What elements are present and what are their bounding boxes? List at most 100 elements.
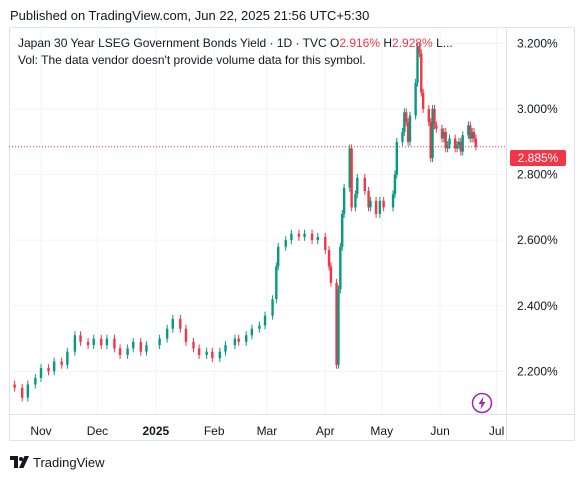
candle-body[interactable] (369, 200, 372, 208)
candle-body[interactable] (126, 348, 129, 355)
lightning-bolt-icon[interactable] (471, 392, 493, 414)
candle-body[interactable] (258, 325, 261, 329)
candle-body[interactable] (461, 135, 464, 152)
candle-body[interactable] (403, 112, 406, 132)
candle-body[interactable] (233, 338, 237, 346)
candle-body[interactable] (26, 384, 30, 398)
candle-body[interactable] (440, 128, 444, 139)
candle-body[interactable] (205, 351, 208, 355)
candle-body[interactable] (218, 351, 222, 359)
candle-body[interactable] (310, 233, 314, 241)
candle-body[interactable] (197, 348, 201, 355)
candle-body[interactable] (393, 174, 397, 195)
candle-body[interactable] (92, 338, 95, 346)
candle-body[interactable] (356, 177, 359, 195)
candle-body[interactable] (275, 266, 278, 300)
candle-body[interactable] (139, 341, 142, 352)
candle-body[interactable] (105, 338, 109, 346)
candle-body[interactable] (245, 335, 248, 342)
candle-body[interactable] (378, 200, 382, 214)
candlestick-chart[interactable]: 2.200% 2.400% 2.600% 2.800% 3.000% 3.200% Nov D… (9, 27, 575, 441)
candle-body[interactable] (350, 148, 353, 208)
candle-body[interactable] (20, 387, 24, 398)
candle-body[interactable] (52, 361, 56, 372)
candle-body[interactable] (86, 341, 90, 346)
candle-body[interactable] (66, 351, 69, 365)
candle-body[interactable] (406, 122, 410, 142)
candle-body[interactable] (455, 145, 459, 149)
candle-body[interactable] (192, 341, 195, 349)
candle-body[interactable] (179, 318, 182, 329)
candle-body[interactable] (382, 200, 385, 208)
candle-body[interactable] (250, 328, 254, 336)
candle-body[interactable] (414, 82, 417, 116)
candle-body[interactable] (47, 368, 50, 372)
candle-body[interactable] (73, 335, 77, 352)
candle-body[interactable] (444, 131, 447, 149)
candle-body[interactable] (79, 335, 82, 342)
candle-body[interactable] (427, 108, 431, 123)
candle-body[interactable] (263, 315, 267, 326)
candle-body[interactable] (453, 138, 457, 149)
candle-body[interactable] (324, 236, 327, 251)
candle-body[interactable] (316, 236, 319, 241)
candle-body[interactable] (271, 299, 274, 316)
candle-body[interactable] (284, 240, 287, 247)
candle-body[interactable] (224, 345, 227, 352)
candle-body[interactable] (341, 213, 344, 247)
candle-body[interactable] (418, 46, 421, 54)
candle-body[interactable] (303, 233, 306, 237)
candle-body[interactable] (459, 141, 463, 152)
candle-body[interactable] (421, 92, 425, 109)
candle-body[interactable] (474, 138, 478, 147)
candle-body[interactable] (391, 194, 395, 208)
legend-more[interactable]: L... (436, 36, 453, 50)
candle-body[interactable] (100, 338, 103, 346)
candle-body[interactable] (416, 46, 419, 83)
candle-body[interactable] (165, 328, 169, 339)
candle-body[interactable] (132, 341, 135, 349)
candle-body[interactable] (348, 148, 351, 188)
candle-body[interactable] (327, 250, 331, 267)
candle-body[interactable] (60, 361, 63, 365)
candle-body[interactable] (405, 112, 408, 123)
candle-body[interactable] (429, 122, 432, 159)
candle-body[interactable] (118, 348, 122, 355)
candle-body[interactable] (297, 233, 301, 237)
candle-body[interactable] (469, 125, 472, 139)
candle-body[interactable] (237, 338, 240, 342)
candle-body[interactable] (472, 131, 476, 139)
candle-body[interactable] (457, 141, 461, 146)
candle-body[interactable] (339, 246, 342, 290)
candle-body[interactable] (113, 338, 116, 349)
candle-body[interactable] (420, 53, 423, 93)
candle-body[interactable] (34, 377, 37, 385)
candle-body[interactable] (335, 282, 338, 365)
candle-body[interactable] (395, 141, 399, 175)
candle-body[interactable] (431, 108, 434, 159)
candle-body[interactable] (470, 131, 474, 139)
candle-body[interactable] (277, 246, 280, 267)
candle-body[interactable] (448, 138, 451, 146)
candle-body[interactable] (367, 190, 370, 208)
candle-body[interactable] (374, 200, 378, 214)
candle-body[interactable] (329, 266, 333, 283)
candle-body[interactable] (342, 187, 346, 214)
candle-body[interactable] (354, 194, 357, 208)
candle-body[interactable] (290, 233, 293, 241)
candle-body[interactable] (39, 368, 43, 378)
candle-body[interactable] (363, 177, 367, 191)
candle-body[interactable] (401, 131, 404, 142)
candle-body[interactable] (145, 345, 148, 352)
candle-body[interactable] (158, 338, 161, 346)
candle-body[interactable] (435, 125, 438, 129)
candle-body[interactable] (433, 108, 436, 126)
candle-body[interactable] (184, 328, 188, 342)
candle-body[interactable] (442, 131, 446, 139)
candle-body[interactable] (211, 351, 214, 359)
candle-body[interactable] (13, 384, 16, 388)
candle-body[interactable] (337, 289, 340, 365)
candle-body[interactable] (171, 318, 174, 329)
candle-body[interactable] (408, 115, 412, 142)
candle-body[interactable] (467, 125, 470, 136)
